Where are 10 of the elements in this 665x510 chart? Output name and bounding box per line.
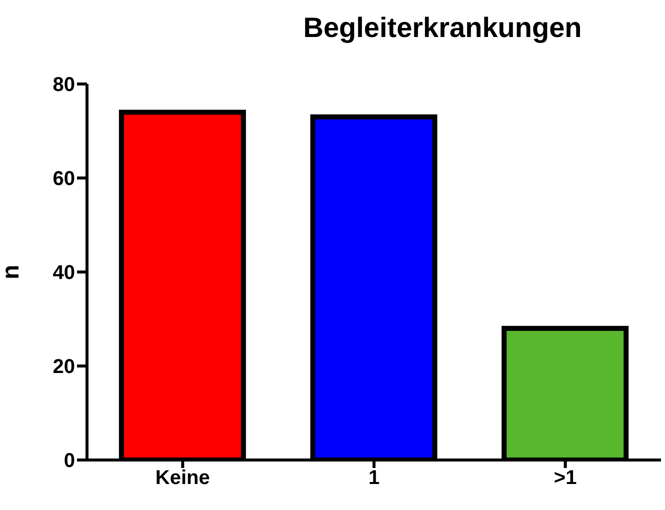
y-tick-label: 60 bbox=[52, 168, 75, 190]
y-tick-label: 0 bbox=[64, 450, 75, 472]
y-tick-label: 40 bbox=[52, 262, 75, 284]
x-tick-label: Keine bbox=[155, 467, 210, 490]
y-axis-title: n bbox=[0, 264, 25, 280]
x-tick-label: >1 bbox=[554, 467, 577, 490]
chart-title: Begleiterkrankungen bbox=[302, 12, 583, 44]
x-tick-label: 1 bbox=[368, 467, 380, 490]
y-tick-label: 20 bbox=[52, 356, 75, 378]
y-tick-label: 80 bbox=[52, 74, 75, 96]
